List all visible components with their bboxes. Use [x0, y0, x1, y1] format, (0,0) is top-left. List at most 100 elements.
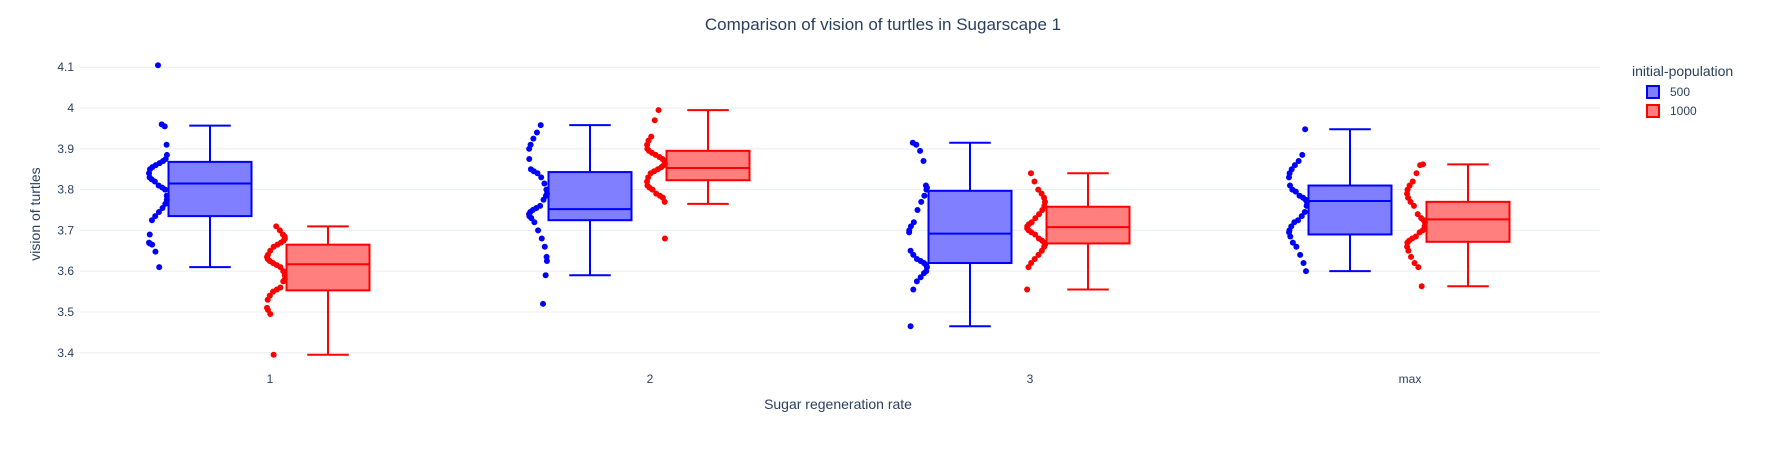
box-iqr: [1425, 200, 1511, 243]
data-point: [1027, 170, 1034, 177]
data-point: [1418, 283, 1425, 290]
data-point: [540, 300, 547, 307]
data-point: [148, 217, 155, 224]
data-point: [1302, 126, 1309, 133]
data-point: [1411, 260, 1418, 267]
data-point: [156, 264, 163, 271]
data-point: [1405, 247, 1412, 254]
data-point: [1410, 202, 1417, 209]
x-tick-label: 1: [267, 372, 274, 386]
y-tick-label: 3.6: [57, 264, 74, 278]
data-point: [159, 204, 166, 211]
data-point: [543, 257, 550, 264]
data-point: [1414, 211, 1421, 218]
legend-label: 500: [1670, 85, 1690, 99]
data-point: [1035, 186, 1042, 193]
data-point: [913, 278, 920, 285]
data-point: [1295, 158, 1302, 165]
data-point: [1415, 264, 1422, 271]
data-point: [1286, 174, 1293, 181]
data-point: [1031, 255, 1038, 262]
data-point: [920, 270, 927, 277]
legend: initial-population 500 1000: [1632, 63, 1733, 118]
y-axis-title: vision of turtles: [27, 167, 43, 260]
legend-swatch: [1646, 85, 1660, 99]
data-point: [1416, 229, 1423, 236]
y-tick-label: 3.9: [57, 142, 74, 156]
data-point: [152, 248, 159, 255]
x-tick-label: 2: [647, 372, 654, 386]
data-point: [538, 235, 545, 242]
data-point: [1025, 264, 1032, 271]
data-point: [661, 198, 668, 205]
data-point: [526, 145, 533, 152]
box-500-3: [927, 141, 1013, 328]
data-point: [542, 272, 549, 279]
data-point: [1032, 231, 1039, 238]
data-point: [1408, 253, 1415, 260]
y-tick-label: 3.5: [57, 305, 74, 319]
data-point: [655, 107, 662, 114]
box-iqr: [285, 243, 371, 292]
box-iqr: [167, 160, 253, 218]
data-point: [920, 158, 927, 165]
data-point: [649, 186, 656, 193]
data-point: [906, 229, 913, 236]
data-point: [526, 156, 533, 163]
data-point: [1036, 211, 1043, 218]
data-point: [270, 243, 277, 250]
box-iqr: [1045, 205, 1131, 245]
data-point: [907, 323, 914, 330]
box-1000-3: [1045, 172, 1131, 291]
data-point: [528, 215, 535, 222]
x-tick-label: max: [1399, 372, 1422, 386]
data-point: [921, 192, 928, 199]
data-point: [1298, 213, 1305, 220]
data-point: [270, 351, 277, 358]
y-tick-label: 3.7: [57, 223, 74, 237]
data-point: [1301, 209, 1308, 216]
data-point: [651, 117, 658, 124]
x-axis-ticks: 1 2 3 max: [267, 372, 1422, 386]
legend-label: 1000: [1670, 104, 1697, 118]
data-point: [914, 207, 921, 213]
data-point: [1417, 162, 1424, 169]
box-iqr: [927, 189, 1013, 265]
data-point: [146, 231, 153, 238]
data-point: [1032, 215, 1039, 222]
data-point: [533, 129, 540, 136]
data-point: [1303, 202, 1310, 209]
data-point: [917, 274, 924, 281]
box-500-1: [167, 124, 253, 269]
data-point: [1291, 162, 1298, 169]
box-1000-2: [665, 109, 751, 205]
box-1000-max: [1425, 163, 1511, 288]
data-point: [1407, 198, 1414, 205]
data-point: [1300, 260, 1307, 267]
data-point: [923, 186, 930, 193]
data-point: [538, 174, 545, 181]
data-point: [541, 180, 548, 187]
y-tick-label: 4: [67, 101, 74, 115]
data-point: [1293, 243, 1300, 250]
data-point: [541, 243, 548, 250]
data-point: [270, 288, 277, 295]
y-tick-label: 4.1: [57, 60, 74, 74]
data-point: [151, 178, 158, 185]
legend-item-500: 500: [1646, 85, 1690, 99]
box-500-max: [1307, 128, 1393, 273]
legend-item-1000: 1000: [1646, 104, 1697, 118]
data-point: [917, 147, 924, 154]
x-axis-title: Sugar regeneration rate: [764, 396, 912, 412]
y-axis-ticks: 3.4 3.5 3.6 3.7 3.8 3.9 4 4.1: [57, 60, 74, 360]
data-point: [1299, 151, 1306, 158]
y-tick-label: 3.4: [57, 346, 74, 360]
x-tick-label: 3: [1027, 372, 1034, 386]
data-point: [913, 141, 920, 148]
data-point: [535, 227, 542, 234]
data-point: [918, 198, 925, 205]
data-point: [152, 213, 159, 220]
data-point: [1035, 251, 1042, 258]
chart-title: Comparison of vision of turtles in Sugar…: [705, 15, 1061, 34]
data-point: [1292, 188, 1299, 195]
